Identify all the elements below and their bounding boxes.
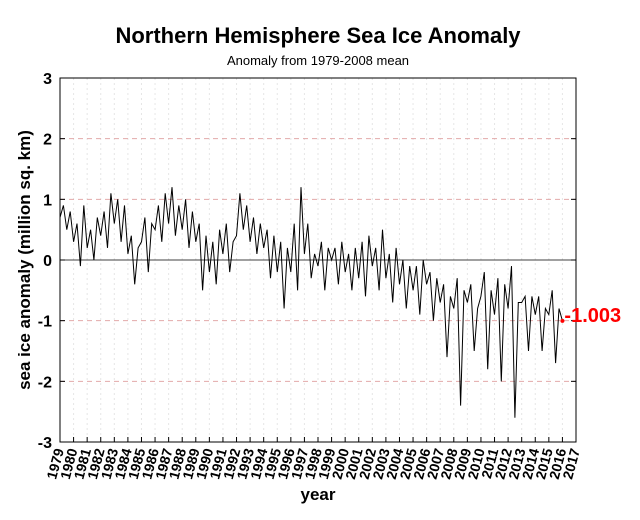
x-tick-label: 1986 (138, 446, 162, 480)
series-line-anomaly (59, 187, 563, 418)
y-tick-label: 0 (43, 253, 52, 270)
y-tick-label: 2 (43, 132, 52, 149)
x-axis-label: year (301, 485, 336, 504)
x-tick-label: 1981 (71, 446, 95, 480)
latest-value-marker (560, 318, 565, 323)
x-tick-label: 1997 (288, 446, 312, 480)
x-tick-label: 2001 (342, 446, 366, 480)
x-tick-label: 1980 (57, 446, 81, 480)
latest-value-label: -1.003 (564, 305, 621, 327)
x-tick-label: 1984 (111, 446, 135, 480)
x-tick-label: 2016 (546, 446, 570, 480)
chart-title: Northern Hemisphere Sea Ice Anomaly (115, 23, 521, 48)
x-tick-label: 1991 (206, 446, 230, 480)
x-tick-label: 2014 (519, 446, 543, 480)
y-tick-label: -2 (38, 374, 52, 391)
x-tick-label: 1979 (43, 446, 67, 480)
x-tick-label: 2008 (437, 446, 461, 480)
x-tick-label: 2009 (451, 446, 475, 480)
y-tick-label: 3 (43, 71, 52, 88)
x-tick-label: 1990 (193, 446, 217, 480)
x-tick-label: 1994 (247, 446, 271, 480)
x-tick-label: 2000 (329, 446, 353, 480)
x-tick-label: 2007 (424, 446, 448, 480)
x-tick-label: 1992 (220, 446, 244, 480)
x-tick-label: 1985 (125, 446, 149, 480)
x-tick-label: 1996 (274, 446, 298, 480)
x-tick-label: 1998 (301, 446, 325, 480)
x-tick-label: 1988 (166, 446, 190, 480)
x-tick-label: 2015 (532, 446, 556, 480)
x-axis: 1979198019811982198319841985198619871988… (43, 437, 583, 481)
x-tick-label: 2003 (369, 446, 393, 480)
y-tick-label: -1 (38, 314, 52, 331)
x-tick-label: 2006 (410, 446, 434, 480)
x-tick-label: 1987 (152, 446, 176, 480)
x-tick-label: 1999 (315, 446, 339, 480)
chart-subtitle: Anomaly from 1979-2008 mean (227, 53, 409, 68)
x-tick-label: 2011 (478, 446, 501, 480)
y-axis: -3 -2 -1 0 1 2 3 (38, 71, 576, 452)
y-axis-label: sea ice anomaly (million sq. km) (15, 130, 34, 390)
x-tick-label: 2010 (464, 446, 488, 480)
x-tick-label: 2005 (396, 446, 420, 480)
x-tick-label: 1993 (233, 446, 257, 480)
x-tick-label: 1995 (261, 446, 285, 480)
x-tick-label: 1982 (84, 446, 108, 480)
y-tick-label: -3 (38, 435, 52, 452)
x-tick-label: 2013 (505, 446, 529, 480)
x-tick-label: 2004 (383, 446, 407, 480)
y-tick-label: 1 (43, 192, 52, 209)
x-tick-label: 2017 (559, 446, 583, 480)
x-tick-label: 1989 (179, 446, 203, 480)
x-tick-label: 1983 (98, 446, 122, 480)
x-tick-label: 2012 (491, 446, 515, 480)
x-tick-label: 2002 (356, 446, 380, 480)
